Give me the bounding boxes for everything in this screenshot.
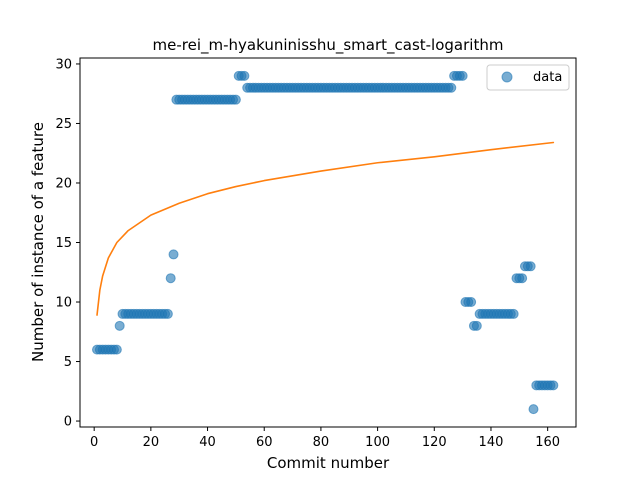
- log-fit-line: [96, 141, 555, 316]
- data-point: [230, 94, 241, 105]
- data-point: [471, 320, 482, 331]
- data-point: [466, 297, 477, 308]
- y-tick-label: 0: [64, 415, 72, 430]
- y-axis-ticks: 0 5 10 15 20 25 30: [55, 57, 80, 430]
- y-tick-label: 15: [55, 236, 72, 251]
- y-axis-label: Number of instance of a feature: [29, 122, 47, 362]
- data-point: [168, 249, 179, 260]
- data-point: [446, 82, 457, 93]
- plot-area: [92, 70, 559, 415]
- chart-title: me-rei_m-hyakuninisshu_smart_cast-logari…: [153, 36, 504, 55]
- x-axis-label: Commit number: [267, 454, 390, 472]
- data-point: [517, 273, 528, 284]
- legend: data: [486, 64, 570, 91]
- data-point: [528, 404, 539, 415]
- x-tick-label: 140: [479, 435, 504, 450]
- x-tick-label: 160: [535, 435, 560, 450]
- data-point: [525, 261, 536, 272]
- data-point: [457, 70, 468, 81]
- x-tick-label: 40: [199, 435, 216, 450]
- x-tick-label: 100: [365, 435, 390, 450]
- data-point: [548, 380, 559, 391]
- data-point: [111, 344, 122, 355]
- data-point: [508, 308, 519, 319]
- legend-marker: [501, 71, 513, 83]
- y-tick-label: 20: [55, 176, 72, 191]
- y-tick-label: 5: [64, 355, 72, 370]
- x-tick-label: 20: [143, 435, 160, 450]
- y-tick-label: 10: [55, 296, 72, 311]
- x-tick-label: 80: [313, 435, 330, 450]
- legend-label: data: [533, 70, 562, 85]
- x-tick-label: 0: [90, 435, 98, 450]
- x-tick-label: 60: [256, 435, 273, 450]
- data-point: [239, 70, 250, 81]
- data-point: [165, 273, 176, 284]
- y-tick-label: 30: [55, 57, 72, 72]
- legend-box: [486, 64, 570, 91]
- data-point: [114, 320, 125, 331]
- axes-frame: [79, 57, 577, 428]
- x-tick-label: 120: [422, 435, 447, 450]
- x-axis-ticks: 0 20 40 60 80 100 120 140 160: [90, 427, 560, 450]
- y-tick-label: 25: [55, 117, 72, 132]
- data-point: [162, 308, 173, 319]
